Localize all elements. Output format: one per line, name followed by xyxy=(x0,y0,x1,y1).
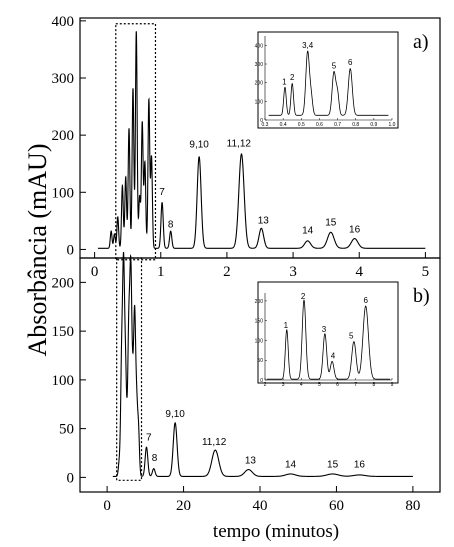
y-tick-label: 100 xyxy=(52,373,75,389)
y-axis-title: Absorbância (mAU) xyxy=(23,144,52,357)
chromatogram-trace xyxy=(97,31,426,249)
inset-peak-label: 3 xyxy=(322,325,327,334)
peak-label: 8 xyxy=(168,220,174,231)
inset-peak-label: 2 xyxy=(301,292,306,301)
peak-label: 11,12 xyxy=(202,437,227,448)
inset-peak-label: 4 xyxy=(331,351,336,360)
x-tick-label: 4 xyxy=(355,264,363,280)
peak-label: 15 xyxy=(325,217,337,228)
inset-y-tick-label: 0 xyxy=(260,378,263,384)
peak-label: 9,10 xyxy=(165,409,185,420)
inset-peak-label: 6 xyxy=(363,296,368,305)
inset-x-tick-label: 3 xyxy=(282,382,285,388)
inset-x-tick-label: 8 xyxy=(372,382,375,388)
inset-x-tick-label: 0.9 xyxy=(370,122,377,128)
inset-y-tick-label: 50 xyxy=(257,358,263,364)
inset-x-tick-label: 0.8 xyxy=(352,122,359,128)
peak-label: 13 xyxy=(245,456,257,467)
chromatogram-trace xyxy=(112,251,413,477)
x-tick-label: 0 xyxy=(91,264,99,280)
inset-trace xyxy=(266,299,391,380)
inset-y-tick-label: 200 xyxy=(255,299,264,305)
inset-x-tick-label: 0.4 xyxy=(280,122,287,128)
inset-y-tick-label: 0 xyxy=(260,118,263,124)
y-tick-label: 150 xyxy=(52,324,75,340)
inset-x-tick-label: 4 xyxy=(300,382,303,388)
x-tick-label: 1 xyxy=(157,264,165,280)
y-tick-label: 400 xyxy=(52,14,75,30)
peak-label: 14 xyxy=(302,225,314,236)
y-tick-label: 200 xyxy=(52,128,75,144)
peak-label: 7 xyxy=(146,432,152,443)
zoom-region-box xyxy=(115,23,157,261)
inset-x-tick-label: 2 xyxy=(264,382,267,388)
inset-y-tick-label: 150 xyxy=(255,319,264,325)
inset-y-tick-label: 300 xyxy=(255,62,264,68)
peak-label: 16 xyxy=(349,224,361,235)
inset-y-tick-label: 100 xyxy=(255,99,264,105)
x-tick-label: 5 xyxy=(422,264,430,280)
peak-label: 13 xyxy=(258,216,270,227)
inset-y-tick-label: 200 xyxy=(255,81,264,87)
inset-y-tick-label: 400 xyxy=(255,43,264,49)
inset-x-tick-label: 6 xyxy=(336,382,339,388)
y-tick-label: 0 xyxy=(67,242,75,258)
x-tick-label: 80 xyxy=(405,498,420,514)
inset-x-tick-label: 0.3 xyxy=(262,122,269,128)
inset-peak-label: 1 xyxy=(284,321,289,330)
x-tick-label: 2 xyxy=(223,264,231,280)
peak-label: 9,10 xyxy=(189,140,209,151)
inset-frame xyxy=(257,31,399,129)
inset-chart: 0 100 200 300 400 0.3 0.4 0.5 0.6 0.7 0.8 0.9 1.0 12 3… xyxy=(255,31,399,129)
zoom-region-box xyxy=(116,257,143,481)
panel-label: b) xyxy=(413,285,430,307)
x-tick-label: 3 xyxy=(289,264,297,280)
inset-peak-label: 2 xyxy=(290,73,295,82)
inset-x-tick-label: 1.0 xyxy=(389,122,396,128)
peak-label: 15 xyxy=(327,460,339,471)
peak-label: 7 xyxy=(159,187,165,198)
inset-y-tick-label: 100 xyxy=(255,338,264,344)
inset-x-tick-label: 0.7 xyxy=(334,122,341,128)
x-tick-label: 20 xyxy=(176,498,191,514)
x-tick-label: 0 xyxy=(103,498,111,514)
y-tick-label: 300 xyxy=(52,71,75,87)
peak-label: 8 xyxy=(152,453,158,464)
inset-peak-label: 5 xyxy=(332,62,337,71)
inset-chart: 0 50 100 150 200 2 3 4 5 6 7 8 9 1 2 3 4 5 6 xyxy=(255,281,399,388)
inset-x-tick-label: 9 xyxy=(391,382,394,388)
inset-x-tick-label: 7 xyxy=(354,382,357,388)
peak-label: 16 xyxy=(354,460,366,471)
panel-label: a) xyxy=(413,31,429,53)
x-tick-label: 40 xyxy=(253,498,268,514)
y-tick-label: 0 xyxy=(67,470,75,486)
inset-peak-label: 5 xyxy=(349,331,354,340)
y-tick-label: 200 xyxy=(52,275,75,291)
inset-x-tick-label: 0.6 xyxy=(316,122,323,128)
x-tick-label: 60 xyxy=(329,498,344,514)
inset-trace xyxy=(268,50,389,116)
y-tick-label: 100 xyxy=(52,185,75,201)
peak-label: 14 xyxy=(285,460,297,471)
y-tick-label: 50 xyxy=(59,422,74,438)
inset-peak-label: 6 xyxy=(348,58,353,67)
inset-x-tick-label: 5 xyxy=(318,382,321,388)
x-axis-title: tempo (minutos) xyxy=(213,521,339,542)
peak-label: 11,12 xyxy=(227,139,252,150)
inset-peak-label: 3,4 xyxy=(302,41,314,50)
inset-peak-label: 1 xyxy=(282,78,287,87)
inset-x-tick-label: 0.5 xyxy=(298,122,305,128)
